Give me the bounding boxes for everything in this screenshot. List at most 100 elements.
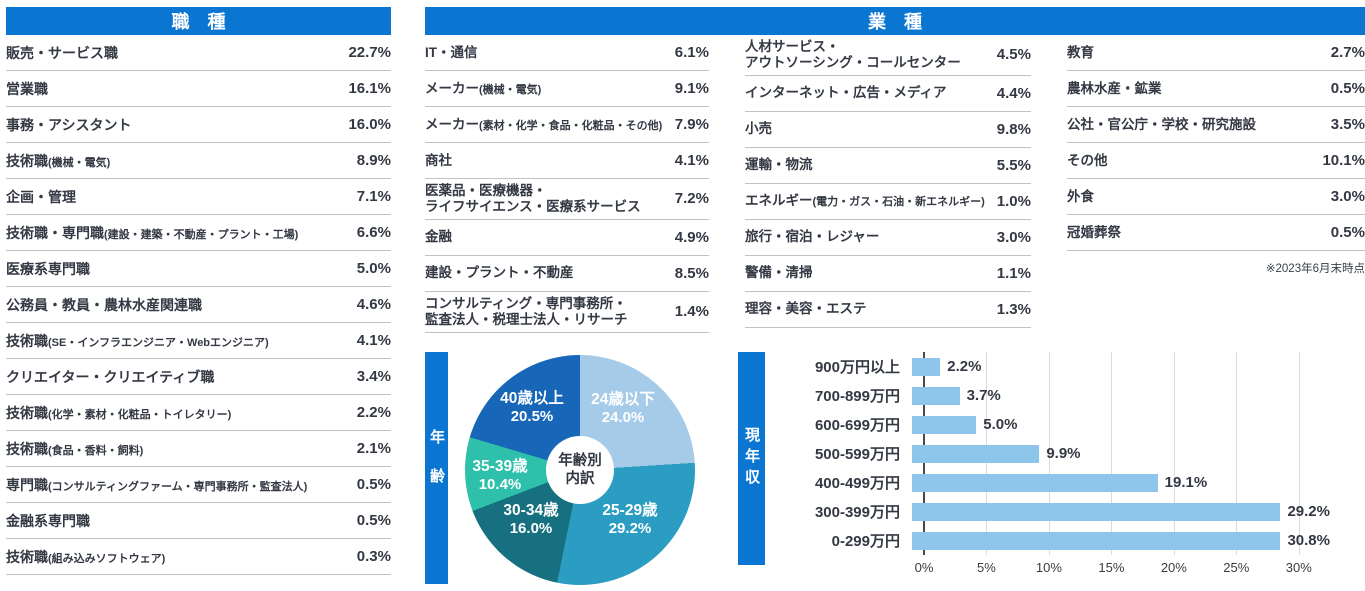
- industry-value: 2.7%: [1330, 44, 1365, 61]
- label-main: 技術職: [6, 548, 48, 565]
- table-row: 専門職(コンサルティングファーム・専門事務所・監査法人) 0.5%: [6, 467, 391, 503]
- table-row: 教育 2.7%: [1067, 35, 1365, 71]
- bar-value-label: 19.1%: [1164, 474, 1208, 491]
- industry-value: 7.2%: [674, 190, 709, 208]
- table-row: 企画・管理 7.1%: [6, 179, 391, 215]
- table-row: IT・通信 6.1%: [425, 35, 709, 71]
- label-main: 金融系専門職: [6, 512, 90, 529]
- label-sub: (SE・インフラエンジニア・Webエンジニア): [48, 336, 269, 349]
- label-main: 小売: [745, 121, 772, 137]
- donut-center-label: 年齢別 内訳: [546, 436, 614, 504]
- bar: [912, 502, 1281, 521]
- industry-value: 10.1%: [1322, 152, 1365, 169]
- table-row: 農林水産・鉱業 0.5%: [1067, 71, 1365, 107]
- table-row: 運輸・物流 5.5%: [745, 148, 1031, 184]
- bar-row: 500-599万円 9.9%: [770, 439, 1330, 468]
- industry-label: 外食: [1067, 189, 1094, 205]
- industry-label: 警備・清掃: [745, 265, 813, 281]
- table-row: 医療系専門職 5.0%: [6, 251, 391, 287]
- occupation-value: 0.5%: [356, 512, 391, 529]
- pie-segment-label: 24歳以下 24.0%: [591, 390, 655, 428]
- industry-value: 8.5%: [674, 264, 709, 282]
- industry-label: 小売: [745, 121, 772, 137]
- label-main: 旅行・宿泊・レジャー: [745, 229, 880, 245]
- label-main: 教育: [1067, 44, 1094, 60]
- label-main: 理容・美容・エステ: [745, 301, 867, 317]
- table-row: 販売・サービス職 22.7%: [6, 35, 391, 71]
- occupation-label: 販売・サービス職: [6, 43, 118, 63]
- occupation-table-header: 職 種: [6, 7, 391, 35]
- table-row: 旅行・宿泊・レジャー 3.0%: [745, 220, 1031, 256]
- occupation-value: 4.1%: [356, 332, 391, 349]
- bar-row: 700-899万円 3.7%: [770, 381, 1330, 410]
- x-tick-label: 0%: [914, 560, 934, 575]
- label-main: コンサルティング・専門事務所・ 監査法人・税理士法人・リサーチ: [425, 295, 628, 327]
- bar: [912, 473, 1158, 492]
- occupation-value: 5.0%: [356, 260, 391, 277]
- label-main: その他: [1067, 152, 1108, 168]
- label-main: メーカー: [425, 80, 479, 96]
- label-main: 金融: [425, 229, 452, 245]
- label-main: 建設・プラント・不動産: [425, 265, 574, 281]
- occupation-value: 7.1%: [356, 188, 391, 205]
- occupation-label: 技術職(組み込みソフトウェア): [6, 547, 165, 567]
- bar-track: 5.0%: [912, 415, 1330, 434]
- industry-label: インターネット・広告・メディア: [745, 85, 947, 101]
- table-row: メーカー(素材・化学・食品・化粧品・その他) 7.9%: [425, 107, 709, 143]
- label-main: 公務員・教員・農林水産関連職: [6, 296, 202, 313]
- bar-track: 19.1%: [912, 473, 1330, 492]
- label-sub: (組み込みソフトウェア): [48, 552, 166, 565]
- industry-value: 3.0%: [1330, 188, 1365, 205]
- label-main: メーカー: [425, 116, 479, 132]
- segment-value: 29.2%: [608, 520, 652, 538]
- label-sub: (食品・香料・飼料): [48, 444, 144, 457]
- bar-track: 29.2%: [912, 502, 1330, 521]
- table-row: 医薬品・医療機器・ ライフサイエンス・医療系サービス 7.2%: [425, 179, 709, 220]
- industry-label: 農林水産・鉱業: [1067, 81, 1162, 97]
- industry-table-header: 業 種: [425, 7, 1365, 35]
- industry-value: 0.5%: [1330, 80, 1365, 97]
- segment-name: 30-34歳: [503, 501, 559, 519]
- label-main: 医薬品・医療機器・ ライフサイエンス・医療系サービス: [425, 183, 641, 214]
- industry-value: 0.5%: [1330, 224, 1365, 241]
- industry-label: メーカー(素材・化学・食品・化粧品・その他): [425, 117, 662, 133]
- label-sub: (機械・電気): [48, 156, 111, 169]
- bar-plot-area: 900万円以上 2.2% 700-899万円 3.7% 600-699万円 5.0% …: [770, 352, 1330, 555]
- donut-center-line2: 内訳: [565, 471, 595, 487]
- occupation-label: 技術職(SE・インフラエンジニア・Webエンジニア): [6, 331, 269, 351]
- occupation-rows: 販売・サービス職 22.7% 営業職 16.1% 事務・アシスタント 16.0% 技術…: [6, 35, 391, 575]
- bar-row: 0-299万円 30.8%: [770, 526, 1330, 555]
- industry-label: 商社: [425, 153, 452, 169]
- occupation-label: 医療系専門職: [6, 259, 90, 279]
- industry-value: 7.9%: [674, 116, 709, 133]
- label-main: 人材サービス・ アウトソーシング・コールセンター: [745, 39, 961, 70]
- industry-label: 建設・プラント・不動産: [425, 265, 574, 281]
- occupation-label: 技術職・専門職(建設・建築・不動産・プラント・工場): [6, 223, 298, 243]
- segment-value: 16.0%: [509, 520, 553, 538]
- gridline: [1173, 352, 1175, 555]
- label-sub: (素材・化学・食品・化粧品・その他): [479, 119, 663, 132]
- age-section-banner: 年齢: [425, 352, 448, 584]
- table-row: 小売 9.8%: [745, 112, 1031, 148]
- occupation-value: 4.6%: [356, 296, 391, 313]
- bar-value-label: 3.7%: [966, 387, 1001, 404]
- bar-category-label: 0-299万円: [831, 533, 900, 550]
- bar-category-label: 900万円以上: [814, 359, 900, 376]
- industry-value: 9.8%: [996, 120, 1031, 138]
- table-row: 金融系専門職 0.5%: [6, 503, 391, 539]
- gridline: [1111, 352, 1113, 555]
- occupation-value: 8.9%: [356, 152, 391, 169]
- occupation-value: 6.6%: [356, 224, 391, 241]
- industry-label: IT・通信: [425, 45, 478, 61]
- table-row: 建設・プラント・不動産 8.5%: [425, 256, 709, 292]
- table-row: 営業職 16.1%: [6, 71, 391, 107]
- occupation-label: 公務員・教員・農林水産関連職: [6, 295, 202, 315]
- occupation-label: 事務・アシスタント: [6, 115, 131, 135]
- bar-track: 9.9%: [912, 444, 1330, 463]
- occupation-value: 2.1%: [356, 440, 391, 457]
- occupation-value: 2.2%: [356, 404, 391, 421]
- table-row: 技術職(機械・電気) 8.9%: [6, 143, 391, 179]
- occupation-value: 0.3%: [356, 548, 391, 565]
- bar-category-label: 700-899万円: [814, 388, 900, 405]
- industry-label: 冠婚葬祭: [1067, 225, 1121, 241]
